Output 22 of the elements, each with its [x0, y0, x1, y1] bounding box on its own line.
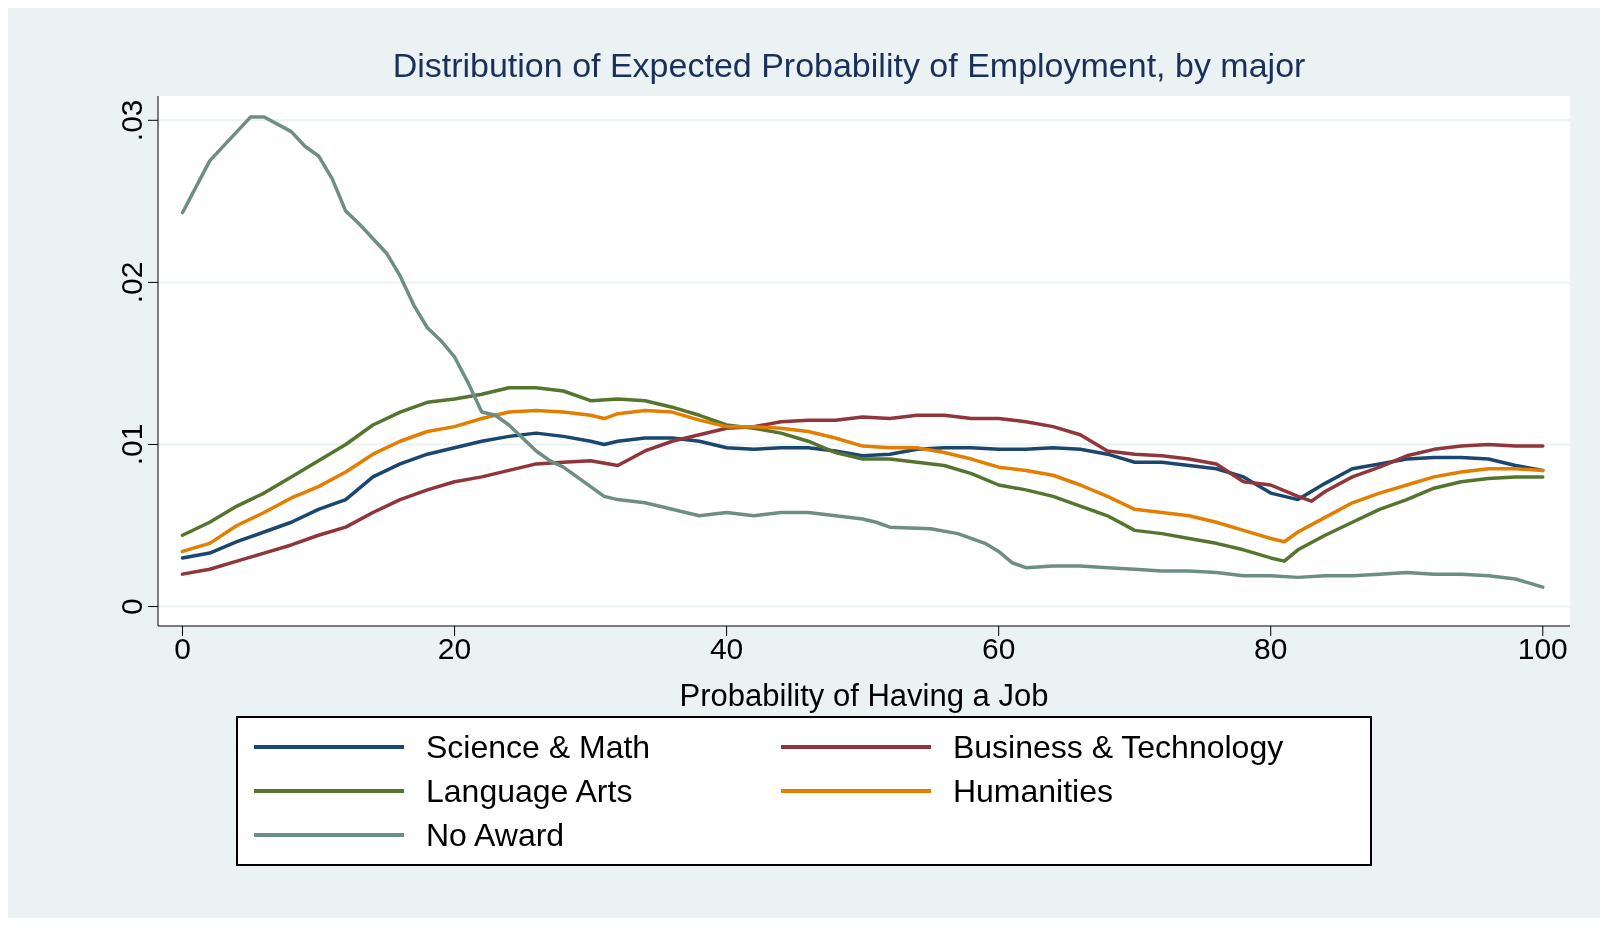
x-tick-label: 0	[174, 632, 191, 666]
y-tick-label: .02	[115, 261, 148, 304]
x-tick-label: 40	[709, 632, 744, 666]
y-tick-label: .01	[115, 423, 148, 466]
legend-label: Science & Math	[426, 728, 651, 766]
y-tick-label: .03	[115, 99, 148, 142]
legend-label: Business & Technology	[952, 728, 1284, 766]
line-series	[180, 115, 1545, 589]
x-tick-label: 60	[981, 632, 1016, 666]
x-tick-label: 20	[437, 632, 472, 666]
legend-label: Humanities	[952, 772, 1113, 810]
x-axis-title: Probability of Having a Job	[679, 678, 1049, 713]
line-series	[180, 413, 1545, 576]
line-series	[180, 431, 1545, 560]
line-series	[180, 408, 1545, 554]
legend-label: No Award	[426, 816, 565, 854]
x-tick-label: 100	[1517, 632, 1568, 666]
legend-label: Language Arts	[426, 772, 633, 810]
y-tick-label: 0	[115, 598, 148, 615]
line-series	[180, 385, 1545, 563]
x-tick-label: 80	[1254, 632, 1288, 666]
chart-title: Distribution of Expected Probability of Employment, by major	[391, 45, 1307, 86]
